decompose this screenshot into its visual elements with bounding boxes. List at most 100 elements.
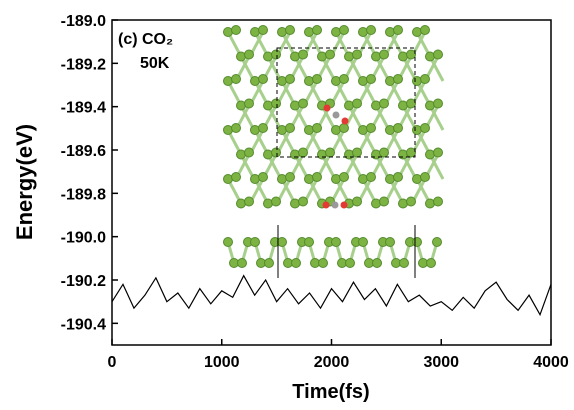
atom (312, 25, 322, 35)
x-tick-label: 1000 (204, 354, 240, 371)
atom (366, 172, 376, 182)
atom (271, 147, 281, 158)
y-tick-label: -189.2 (61, 56, 106, 73)
atom (339, 123, 349, 133)
x-tick-label: 0 (108, 354, 117, 371)
annotation: (c) CO₂ (118, 31, 173, 48)
atom (412, 237, 422, 247)
atom (298, 196, 308, 207)
atom (223, 237, 233, 247)
atom (231, 123, 241, 133)
atom (291, 258, 301, 268)
atom (244, 49, 254, 60)
x-axis-label: Time(fs) (292, 381, 369, 403)
atom (393, 74, 403, 84)
atom (433, 49, 443, 60)
atom (352, 98, 362, 109)
y-axis-label: Energy(eV) (12, 124, 37, 240)
atom (385, 237, 395, 247)
y-tick-label: -189.6 (61, 143, 106, 160)
atom (312, 74, 322, 84)
co2-atom (341, 117, 349, 125)
atom (420, 172, 430, 182)
atom (433, 196, 443, 207)
y-tick-label: -190.4 (61, 316, 106, 333)
atom (420, 25, 430, 35)
atom (258, 172, 268, 182)
y-tick-label: -189.8 (61, 186, 106, 203)
atom (379, 98, 389, 109)
atom (339, 172, 349, 182)
atom (352, 49, 362, 60)
atom (325, 49, 335, 60)
atom (432, 237, 442, 247)
atom (258, 74, 268, 84)
atom (285, 123, 295, 133)
atom (237, 258, 247, 268)
atom (339, 25, 349, 35)
co2-atom (323, 104, 331, 112)
atom (258, 25, 268, 35)
atom (366, 123, 376, 133)
atom (285, 172, 295, 182)
atom (250, 237, 260, 247)
atom (393, 172, 403, 182)
atom (406, 49, 416, 60)
atom (366, 74, 376, 84)
atom (258, 123, 268, 133)
atom (426, 258, 436, 268)
atom (406, 98, 416, 109)
atom (304, 237, 314, 247)
x-tick-label: 3000 (423, 354, 459, 371)
atom (271, 98, 281, 109)
plot-frame (111, 19, 552, 346)
y-tick-label: -190.2 (61, 273, 106, 290)
atom (318, 258, 328, 268)
atom (345, 258, 355, 268)
y-tick-label: -190.0 (61, 230, 106, 247)
co2-atom (331, 201, 339, 209)
atom (352, 196, 362, 207)
atom (312, 172, 322, 182)
atom (352, 147, 362, 158)
co2-atom (340, 201, 348, 209)
atom (271, 196, 281, 207)
atom (298, 49, 308, 60)
atom (264, 258, 274, 268)
atom (379, 49, 389, 60)
atom (399, 258, 409, 268)
co2-atom (322, 201, 330, 209)
atom (433, 147, 443, 158)
atom (298, 147, 308, 158)
atom (244, 147, 254, 158)
atom (298, 98, 308, 109)
y-tick-label: -189.0 (61, 13, 106, 30)
atom (231, 74, 241, 84)
atom (379, 147, 389, 158)
atom (420, 123, 430, 133)
atom (285, 25, 295, 35)
atom (277, 237, 287, 247)
cell-box (276, 47, 416, 158)
y-tick-label: -189.4 (61, 100, 106, 117)
energy-line (111, 274, 552, 317)
atom (406, 196, 416, 207)
atom (271, 49, 281, 60)
atom (231, 25, 241, 35)
atom (372, 258, 382, 268)
atom (379, 196, 389, 207)
atom (406, 147, 416, 158)
atom (285, 74, 295, 84)
x-tick-label: 4000 (533, 354, 569, 371)
atom (393, 123, 403, 133)
atom (358, 237, 368, 247)
atom (433, 98, 443, 109)
atom (393, 25, 403, 35)
x-tick-label: 2000 (314, 354, 350, 371)
atom (420, 74, 430, 84)
atom (325, 147, 335, 158)
atom (339, 74, 349, 84)
atom (244, 196, 254, 207)
atom (331, 237, 341, 247)
